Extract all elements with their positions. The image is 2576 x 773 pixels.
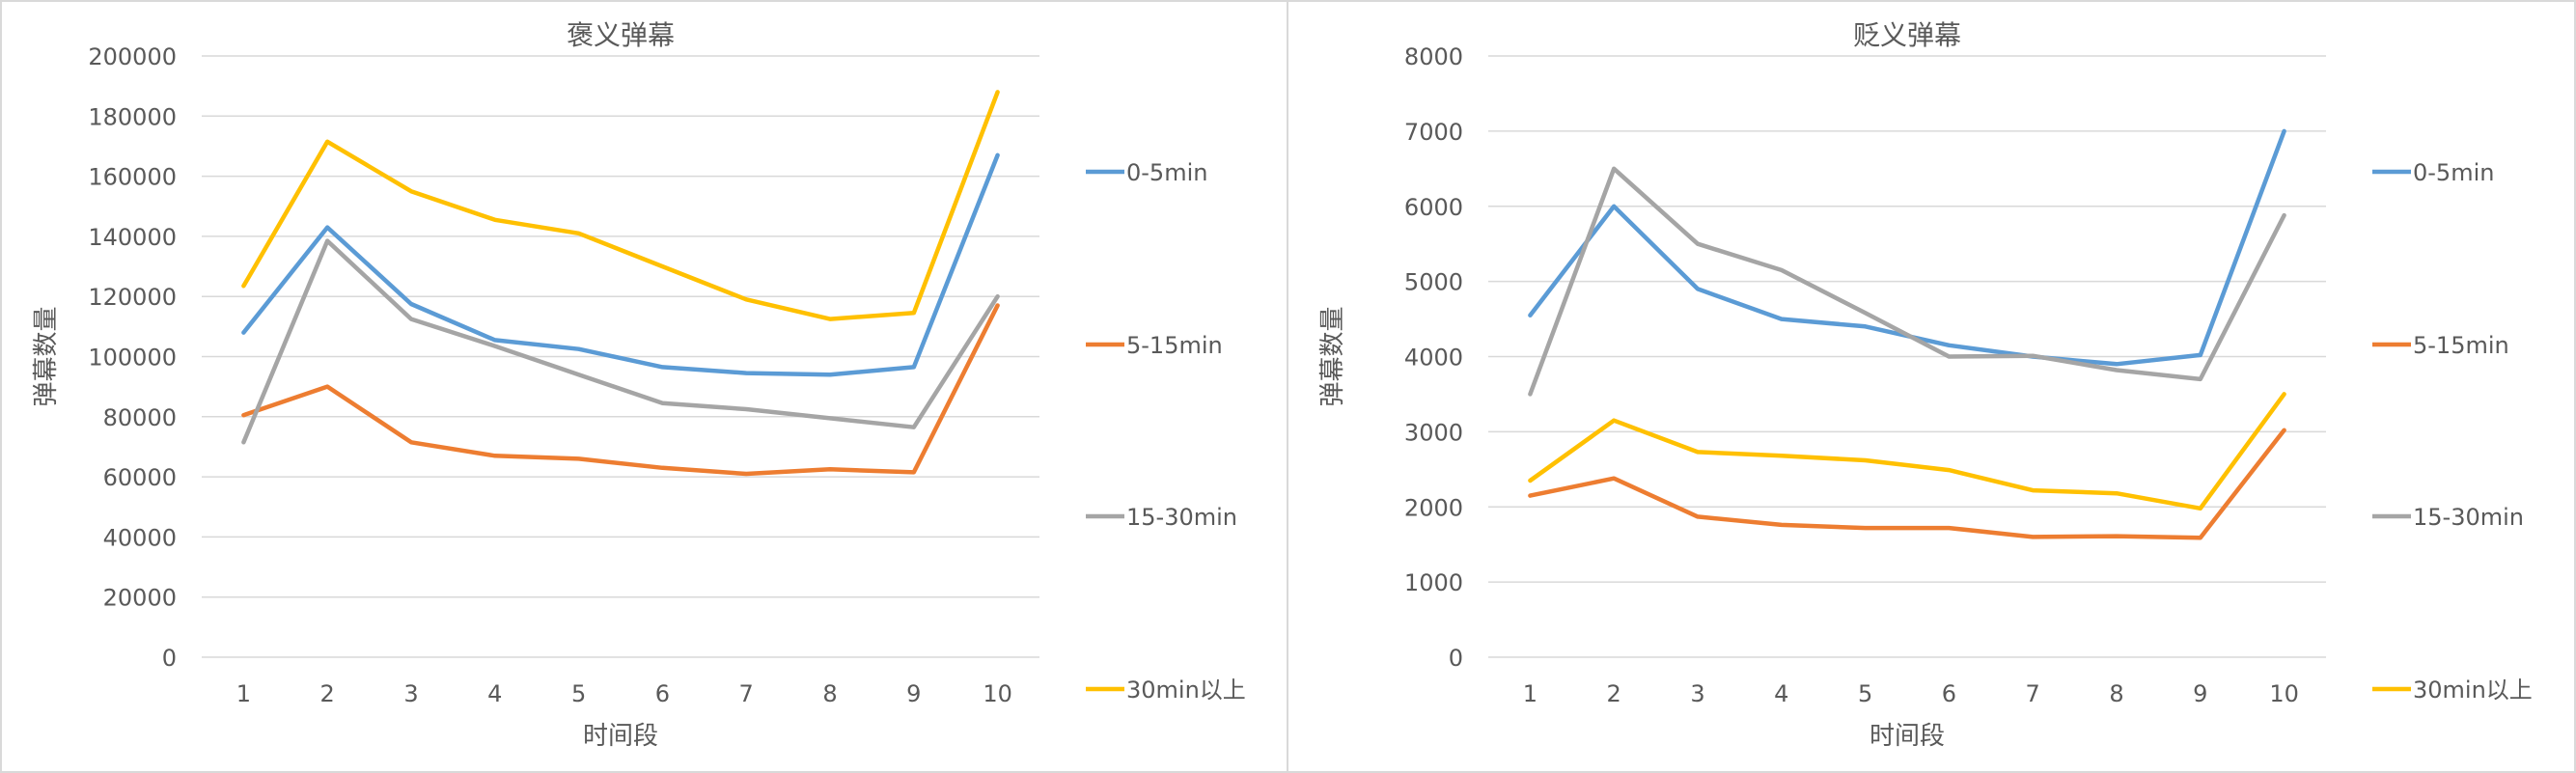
y-tick-label: 3000 [1404, 419, 1463, 446]
x-tick-label: 10 [2269, 680, 2299, 707]
y-axis-label: 弹幕数量 [1318, 306, 1347, 406]
chart-title: 褒义弹幕 [567, 19, 675, 51]
y-tick-label: 0 [162, 645, 177, 672]
legend-label: 5-15min [2413, 332, 2509, 359]
x-tick-label: 1 [236, 680, 251, 707]
legend-label: 30min以上 [1126, 676, 1246, 704]
x-axis-label: 时间段 [583, 722, 658, 751]
series-line-15-30min [241, 238, 1000, 445]
legend-label: 30min以上 [2413, 676, 2533, 704]
legend-label: 0-5min [2413, 159, 2494, 186]
x-tick-label: 9 [906, 680, 921, 707]
x-tick-label: 4 [1774, 680, 1788, 707]
y-tick-label: 5000 [1404, 269, 1463, 296]
x-tick-label: 4 [487, 680, 502, 707]
x-tick-label: 8 [822, 680, 837, 707]
y-tick-label: 0 [1449, 645, 1463, 672]
x-tick-label: 5 [1858, 680, 1872, 707]
y-tick-label: 80000 [103, 404, 177, 431]
y-tick-label: 120000 [88, 284, 177, 311]
series-line-0-5min [1528, 128, 2286, 367]
y-tick-label: 1000 [1404, 569, 1463, 596]
x-tick-label: 8 [2109, 680, 2123, 707]
x-tick-label: 3 [403, 680, 418, 707]
legend-label: 0-5min [1126, 159, 1207, 186]
x-tick-label: 9 [2193, 680, 2207, 707]
series-line-0-5min [241, 152, 1000, 377]
x-tick-label: 5 [571, 680, 586, 707]
legend-label: 15-30min [1126, 504, 1237, 531]
y-tick-label: 60000 [103, 464, 177, 491]
y-tick-label: 2000 [1404, 494, 1463, 521]
x-tick-label: 2 [1607, 680, 1621, 707]
y-tick-label: 160000 [88, 164, 177, 191]
x-tick-label: 6 [1942, 680, 1956, 707]
series-line-5-15min [1528, 428, 2286, 540]
x-axis-label: 时间段 [1870, 722, 1945, 751]
y-tick-label: 200000 [88, 43, 177, 70]
y-tick-label: 100000 [88, 345, 177, 372]
y-tick-label: 6000 [1404, 194, 1463, 221]
legend-label: 5-15min [1126, 332, 1223, 359]
y-tick-label: 7000 [1404, 119, 1463, 146]
series-line-30min以上 [1528, 392, 2286, 511]
series-line-30min以上 [241, 90, 1000, 321]
x-tick-label: 2 [320, 680, 335, 707]
chart-positive: 0 20000 40000 60000 80000 100000 120000 140000 1… [32, 19, 1246, 751]
series-line-5-15min [241, 303, 1000, 477]
y-tick-label: 4000 [1404, 345, 1463, 372]
x-tick-label: 1 [1523, 680, 1537, 707]
x-tick-label: 3 [1690, 680, 1704, 707]
x-tick-label: 7 [2026, 680, 2040, 707]
x-tick-label: 10 [983, 680, 1012, 707]
x-tick-label: 7 [739, 680, 754, 707]
y-tick-label: 20000 [103, 585, 177, 612]
series-line-15-30min [1528, 166, 2286, 397]
chart-panel-positive: 0 20000 40000 60000 80000 100000 120000 140000 1… [0, 0, 1288, 773]
chart-panel-negative: 0 1000 2000 3000 4000 5000 6000 7000 8000 1 2 3 4 5 6 7… [1287, 0, 2576, 773]
chart-negative: 0 1000 2000 3000 4000 5000 6000 7000 8000 1 2 3 4 5 6 7… [1318, 19, 2533, 751]
x-tick-label: 6 [655, 680, 670, 707]
y-tick-label: 140000 [88, 224, 177, 251]
y-tick-label: 8000 [1404, 43, 1463, 70]
y-tick-label: 180000 [88, 103, 177, 130]
chart-title: 贬义弹幕 [1853, 19, 1961, 51]
y-axis-label: 弹幕数量 [32, 306, 61, 406]
legend-label: 15-30min [2413, 504, 2524, 531]
y-tick-label: 40000 [103, 524, 177, 551]
